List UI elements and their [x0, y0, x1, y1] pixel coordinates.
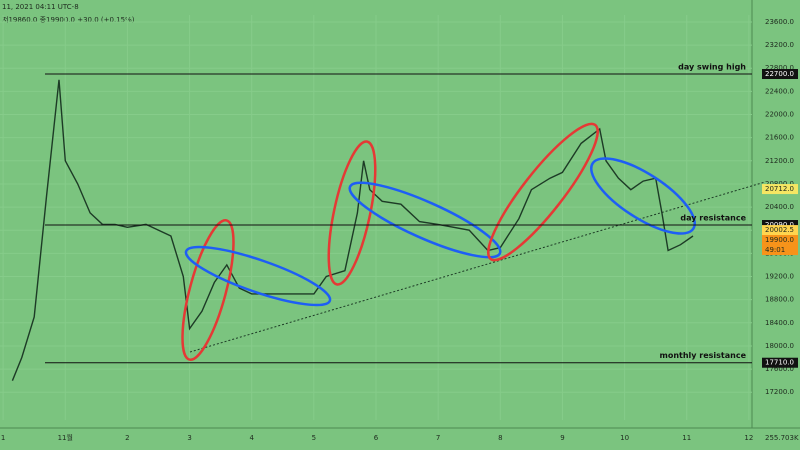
x-tick-label: 8 — [498, 434, 502, 442]
y-tick-label: 23200.0 — [765, 41, 794, 49]
y-tick-label: 21600.0 — [765, 134, 794, 142]
y-tick-label: 21200.0 — [765, 157, 794, 165]
x-tick-label: 11월 — [58, 433, 73, 442]
y-tick-label: 20800.0 — [765, 180, 794, 188]
y-tick-label: 17200.0 — [765, 388, 794, 396]
x-tick-label: 4 — [249, 434, 254, 442]
x-tick-label: 11 — [682, 434, 691, 442]
x-tick-label: 1 — [1, 434, 5, 442]
x-tick-label: 12 — [744, 434, 753, 442]
countdown: 49:01 — [765, 246, 785, 254]
annotations — [181, 122, 696, 361]
x-tick-label: 9 — [560, 434, 564, 442]
ellipse — [184, 245, 332, 307]
y-tick-label: 22400.0 — [765, 87, 794, 95]
x-tick-label: 6 — [374, 434, 379, 442]
y-tick-label: 18800.0 — [765, 296, 794, 304]
x-tick-label: 10 — [620, 434, 629, 442]
level-tag — [762, 357, 798, 368]
y-tick-label: 18400.0 — [765, 319, 794, 327]
price-tag-label: 20712.0 — [765, 185, 794, 193]
volume-label: 255.703K — [765, 434, 799, 442]
ellipse — [327, 140, 377, 286]
y-tick-label: 18000.0 — [765, 342, 794, 350]
price-tag — [762, 235, 798, 246]
level-label: 22700.0 — [765, 70, 794, 78]
level-tag — [762, 69, 798, 80]
y-tick-label: 20400.0 — [765, 203, 794, 211]
y-tick-label: 22000.0 — [765, 111, 794, 119]
price-tag — [762, 184, 798, 195]
x-tick-label: 5 — [312, 434, 316, 442]
y-tick-label: 22800.0 — [765, 64, 794, 72]
ellipse — [487, 122, 599, 262]
y-tick-label: 17600.0 — [765, 365, 794, 373]
x-tick-label: 7 — [436, 434, 440, 442]
level-label: 20090.0 — [765, 221, 794, 229]
countdown-tag — [762, 245, 798, 256]
level-name: day resistance — [680, 214, 746, 223]
x-tick-label: 2 — [125, 434, 129, 442]
ellipse — [348, 181, 502, 259]
level-label: 17710.0 — [765, 359, 794, 367]
y-tick-label: 19200.0 — [765, 273, 794, 281]
x-tick-label: 3 — [187, 434, 191, 442]
ellipse — [590, 157, 696, 235]
price-tag-label: 19900.0 — [765, 236, 794, 244]
level-tag — [762, 220, 798, 231]
header-ohlc: 저19860.0 종19900.0 +30.0 (+0.15%) — [2, 15, 135, 24]
price-tag — [762, 225, 798, 236]
price-line — [11, 79, 694, 381]
level-name: monthly resistance — [659, 351, 746, 360]
header-date: 11, 2021 04:11 UTC-8 — [2, 3, 79, 11]
ellipse — [181, 219, 235, 361]
level-name: day swing high — [678, 63, 746, 72]
price-tag-label: 20002.5 — [765, 226, 794, 234]
y-tick-label: 23600.0 — [765, 18, 794, 26]
